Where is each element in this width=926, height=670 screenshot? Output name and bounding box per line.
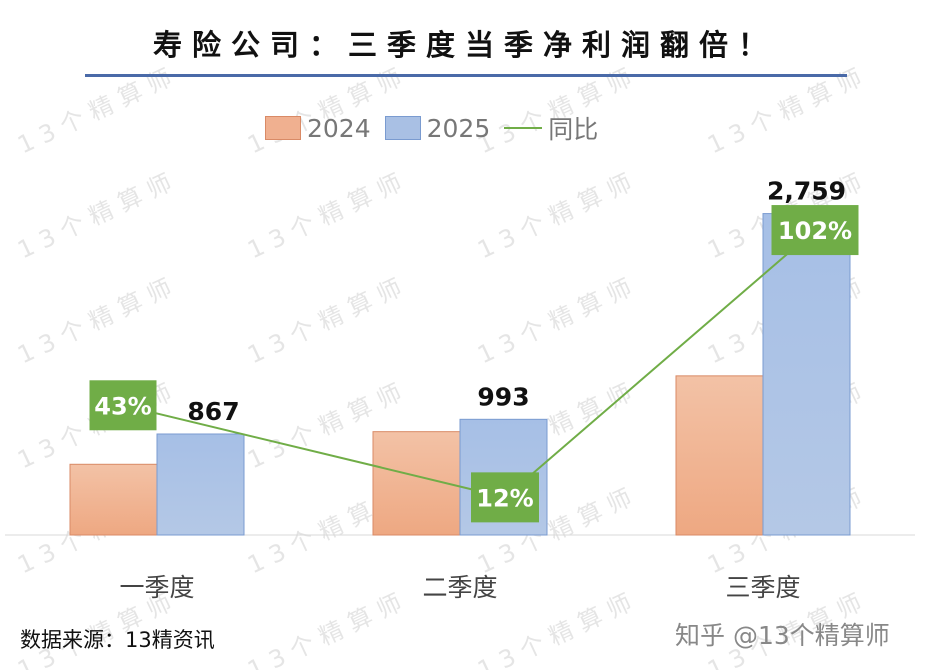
legend-swatch bbox=[265, 116, 301, 140]
yoy-label-box bbox=[771, 205, 859, 256]
bar-2024 bbox=[69, 463, 158, 536]
yoy-label: 43% bbox=[94, 392, 151, 420]
data-label: 993 bbox=[477, 382, 529, 411]
legend-label: 2025 bbox=[426, 113, 491, 143]
data-label: 867 bbox=[187, 397, 239, 426]
legend-swatch bbox=[384, 116, 421, 140]
category-label: 三季度 bbox=[725, 573, 801, 602]
yoy-label: 102% bbox=[778, 217, 852, 245]
chart-title: 寿险公司：三季度当季净利润翻倍！ bbox=[152, 28, 777, 62]
legend-label: 同比 bbox=[548, 115, 599, 144]
yoy-label: 12% bbox=[476, 484, 533, 512]
legend: 2024 2025 同比 bbox=[265, 110, 612, 146]
legend-item-2025: 2025 bbox=[384, 113, 491, 143]
title-underline bbox=[85, 74, 847, 77]
data-label: 2,759 bbox=[767, 177, 846, 206]
bar-2024 bbox=[675, 375, 764, 536]
data-source: 数据来源：13精资讯 bbox=[20, 628, 215, 652]
category-label: 二季度 bbox=[422, 573, 498, 602]
legend-item-yoy: 同比 bbox=[504, 110, 598, 146]
category-label: 一季度 bbox=[119, 573, 195, 602]
bar-2025 bbox=[762, 213, 851, 536]
yoy-label-box bbox=[89, 380, 157, 431]
attribution: 知乎 @13个精算师 bbox=[675, 621, 890, 650]
legend-line bbox=[504, 127, 543, 129]
legend-label: 2024 bbox=[307, 113, 371, 143]
bar-2025 bbox=[156, 433, 245, 536]
yoy-label-box bbox=[471, 472, 539, 523]
legend-item-2024: 2024 bbox=[265, 114, 371, 143]
